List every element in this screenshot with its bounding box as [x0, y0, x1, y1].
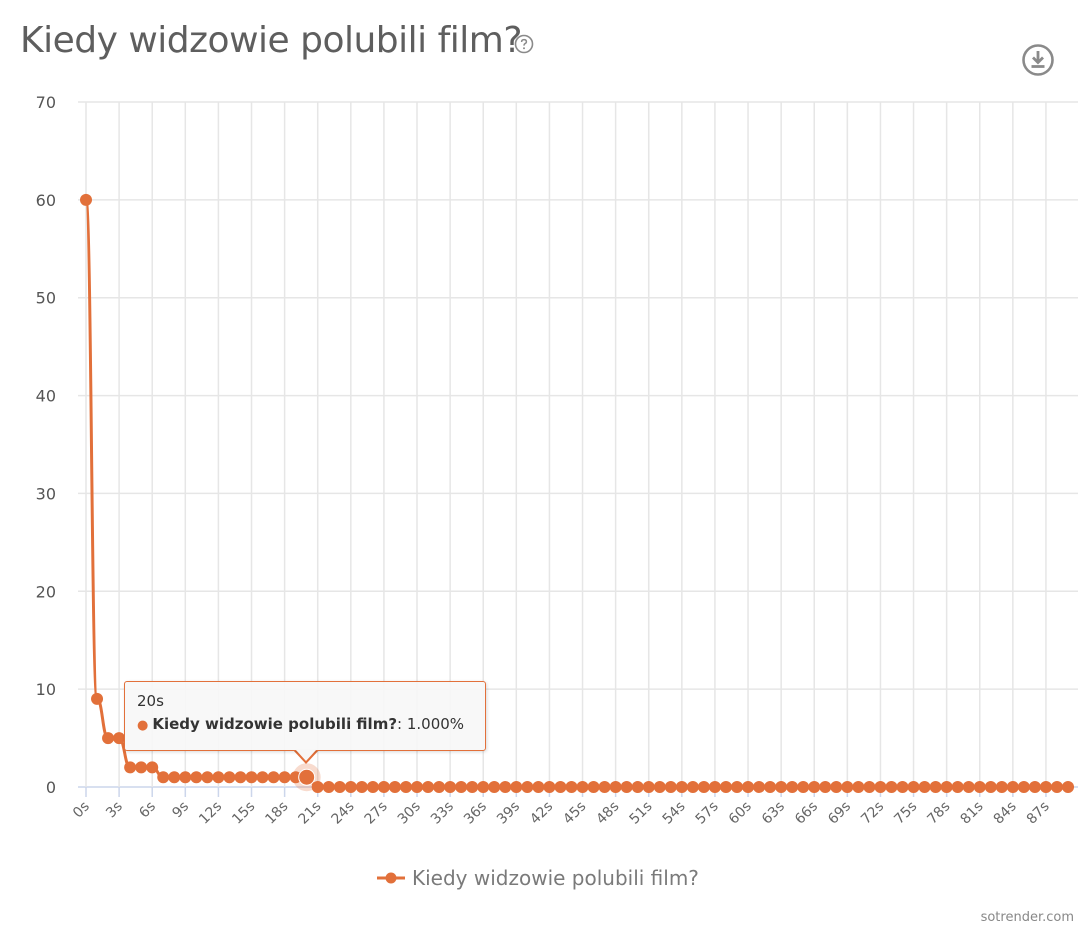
svg-text:51s: 51s [626, 799, 655, 828]
tooltip-pointer-fill [295, 749, 317, 761]
svg-text:30: 30 [36, 484, 56, 503]
svg-text:36s: 36s [461, 799, 490, 828]
svg-text:72s: 72s [858, 799, 887, 828]
svg-text:33s: 33s [428, 799, 457, 828]
tooltip-x-label: 20s [137, 692, 164, 710]
svg-text:0: 0 [46, 778, 56, 797]
svg-text:78s: 78s [924, 799, 953, 828]
series-line [80, 193, 1075, 793]
x-axis-labels: 0s 3s 6s 9s 12s 15s 18s 21s 24s 27s 30s 33s 36s 39s 42… [70, 799, 1053, 828]
svg-text:57s: 57s [693, 799, 722, 828]
svg-text:20: 20 [36, 582, 56, 601]
svg-text:54s: 54s [660, 799, 689, 828]
svg-text:75s: 75s [891, 799, 920, 828]
svg-text:39s: 39s [494, 799, 523, 828]
svg-text:69s: 69s [825, 799, 854, 828]
y-axis-labels: 0 10 20 30 40 50 60 70 [36, 93, 56, 797]
download-circle-icon[interactable] [1021, 43, 1055, 77]
legend-line-marker-icon [377, 872, 405, 884]
svg-text:70: 70 [36, 93, 56, 112]
tooltip-series-name: Kiedy widzowie polubili film? [152, 715, 398, 733]
svg-text:45s: 45s [560, 799, 589, 828]
svg-text:87s: 87s [1024, 799, 1053, 828]
svg-text:9s: 9s [169, 799, 192, 822]
svg-text:63s: 63s [759, 799, 788, 828]
svg-text:6s: 6s [136, 799, 159, 822]
svg-text:66s: 66s [792, 799, 821, 828]
svg-text:50: 50 [36, 289, 56, 308]
svg-text:84s: 84s [991, 799, 1020, 828]
tooltip-value: : 1.000% [397, 715, 465, 733]
tooltip: 20s ● Kiedy widzowie polubili film?: 1.00… [124, 681, 486, 751]
series-dot-icon: ● [137, 718, 149, 733]
question-circle-icon[interactable] [514, 34, 534, 54]
svg-text:60: 60 [36, 191, 56, 210]
svg-text:81s: 81s [958, 799, 987, 828]
svg-text:3s: 3s [103, 799, 126, 822]
svg-text:30s: 30s [395, 799, 424, 828]
svg-text:21s: 21s [295, 799, 324, 828]
svg-text:12s: 12s [196, 799, 225, 828]
svg-text:60s: 60s [726, 799, 755, 828]
legend-label: Kiedy widzowie polubili film? [412, 866, 699, 890]
legend-item[interactable]: Kiedy widzowie polubili film? [376, 866, 699, 890]
svg-text:42s: 42s [527, 799, 556, 828]
svg-text:40: 40 [36, 387, 56, 406]
svg-text:48s: 48s [593, 799, 622, 828]
svg-text:27s: 27s [362, 799, 391, 828]
svg-text:24s: 24s [329, 799, 358, 828]
svg-text:10: 10 [36, 680, 56, 699]
svg-text:0s: 0s [70, 799, 93, 822]
chart-title: Kiedy widzowie polubili film? [20, 20, 522, 61]
svg-text:15s: 15s [229, 799, 258, 828]
svg-text:18s: 18s [262, 799, 291, 828]
credit-link[interactable]: sotrender.com [980, 910, 1074, 925]
